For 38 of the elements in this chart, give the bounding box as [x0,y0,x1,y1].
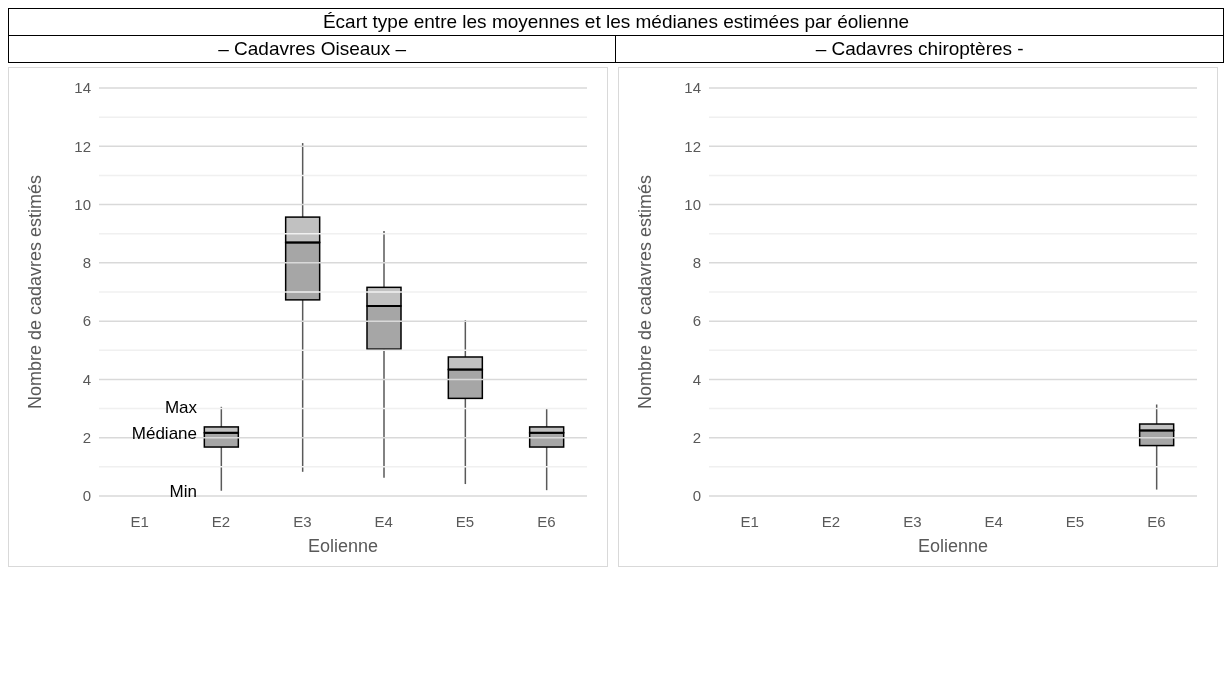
x-tick-label: E1 [740,512,759,530]
y-axis-title: Nombre de cadavres estimés [635,174,656,410]
x-tick-label: E4 [984,512,1003,530]
x-axis-title: Eolienne [917,536,989,556]
x-tick-label: E3 [903,512,922,530]
x-tick-label: E6 [1147,512,1166,530]
x-tick-label: E2 [821,512,841,530]
y-tick-label: 2 [692,429,701,447]
chart-subtitle: – Cadavres chiroptères - [615,35,1224,63]
chart-subtitle: – Cadavres Oiseaux – [8,35,616,63]
y-tick-label: 4 [692,370,701,388]
y-tick-label: 12 [684,137,701,155]
y-tick-label: 0 [692,487,701,505]
y-tick-label: 2 [82,429,91,447]
y-tick-label: 8 [692,254,701,272]
annotation: Médiane [131,423,197,443]
y-tick-label: 10 [684,195,701,213]
y-tick-label: 0 [82,487,91,505]
x-tick-label: E5 [1065,512,1085,530]
y-tick-label: 10 [74,195,91,213]
y-tick-label: 6 [692,312,701,330]
y-axis-title: Nombre de cadavres estimés [25,174,46,410]
y-tick-label: 4 [82,370,91,388]
x-tick-label: E1 [130,512,149,530]
y-tick-label: 14 [74,79,91,97]
y-tick-label: 12 [74,137,91,155]
x-axis-title: Eolienne [307,536,379,556]
x-tick-label: E2 [211,512,231,530]
x-tick-label: E4 [374,512,393,530]
chart-title: Écart type entre les moyennes et les médianes estimées par éolienne [8,8,1224,36]
x-tick-label: E5 [455,512,475,530]
y-tick-label: 6 [82,312,91,330]
x-tick-label: E3 [293,512,312,530]
annotation: Max [164,397,198,417]
annotation: Min [169,481,197,501]
x-tick-label: E6 [537,512,556,530]
y-tick-label: 14 [684,79,701,97]
y-tick-label: 8 [82,254,91,272]
